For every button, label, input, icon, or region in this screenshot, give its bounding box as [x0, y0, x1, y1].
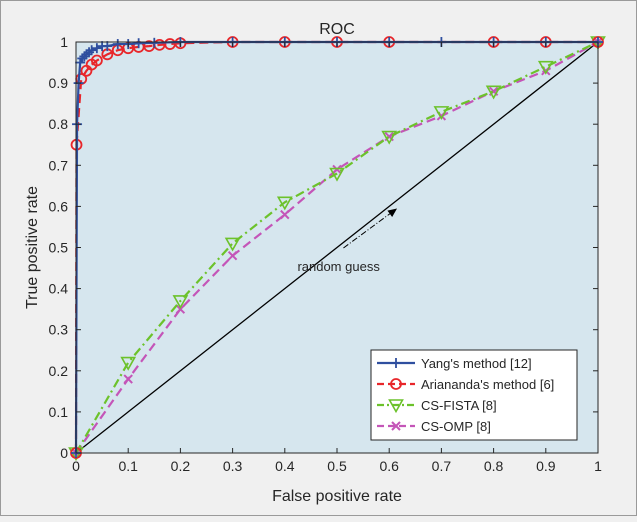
series-line	[75, 41, 599, 454]
legend-entry: CS-OMP [8]	[377, 419, 491, 434]
x-tick-label: 0	[72, 458, 80, 474]
x-tick-label: 0.9	[536, 458, 556, 474]
data-point	[90, 54, 103, 67]
data-point	[280, 209, 290, 220]
data-point	[433, 106, 450, 120]
random-guess-line	[75, 41, 599, 454]
y-tick-label: 0.2	[49, 363, 69, 379]
legend-label: Ariananda's method [6]	[421, 377, 554, 392]
y-axis: 0 0.1 0.2 0.3 0.4 0.5 0.6 0.7 0.8 0.9 1	[49, 34, 598, 461]
data-point	[91, 43, 102, 54]
legend-entry: Yang's method [12]	[377, 356, 532, 371]
data-point	[172, 295, 189, 310]
data-point	[537, 60, 554, 75]
x-axis: 0 0.1 0.2 0.3 0.4 0.5 0.6 0.7 0.8 0.9 1	[72, 42, 602, 474]
legend: Yang's method [12] Ariananda's method [6]…	[370, 349, 578, 441]
data-point	[224, 237, 241, 252]
data-point	[149, 37, 160, 48]
y-tick-label: 0.5	[49, 240, 69, 256]
random-guess-annotation: random guess	[297, 259, 380, 274]
x-tick-label: 0.4	[275, 458, 295, 474]
data-point	[102, 41, 113, 52]
legend-marker	[388, 399, 404, 414]
y-tick-label: 0	[60, 445, 68, 461]
legend-entry: CS-FISTA [8]	[377, 398, 497, 414]
x-tick-label: 1	[594, 458, 602, 474]
legend-marker	[391, 358, 401, 368]
y-tick-label: 1	[60, 34, 68, 50]
data-point	[329, 167, 345, 182]
data-point	[112, 39, 123, 50]
data-point	[86, 45, 97, 56]
y-tick-label: 0.7	[49, 157, 69, 173]
annotation-layer: random guess	[297, 208, 398, 274]
data-point	[485, 85, 502, 100]
legend-label: CS-OMP [8]	[421, 419, 491, 434]
reference-line-layer	[75, 41, 599, 454]
legend-label: Yang's method [12]	[421, 356, 532, 371]
x-tick-label: 0.3	[223, 458, 243, 474]
series-line	[75, 41, 599, 454]
x-tick-label: 0.5	[327, 458, 347, 474]
y-tick-label: 0.9	[49, 75, 69, 91]
random-guess-arrow	[343, 213, 391, 249]
data-point	[227, 251, 238, 261]
y-tick-label: 0.8	[49, 116, 69, 132]
data-point	[381, 130, 398, 145]
x-tick-label: 0.2	[171, 458, 191, 474]
data-point	[120, 356, 137, 371]
legend-marker	[390, 378, 402, 390]
data-point	[133, 38, 144, 49]
data-point	[175, 304, 186, 314]
legend-marker	[391, 421, 401, 431]
chart-title: ROC	[319, 21, 355, 38]
data-point	[332, 164, 342, 175]
legend-entry: Ariananda's method [6]	[377, 377, 554, 392]
x-tick-label: 0.6	[379, 458, 399, 474]
data-point	[123, 374, 133, 384]
legend-label: CS-FISTA [8]	[421, 398, 497, 413]
y-tick-label: 0.4	[49, 281, 69, 297]
y-tick-label: 0.1	[49, 404, 69, 420]
data-point	[276, 196, 293, 211]
x-axis-label: False positive rate	[272, 488, 402, 505]
y-tick-label: 0.3	[49, 322, 69, 338]
y-axis-label: True positive rate	[24, 186, 41, 309]
random-guess-arrowhead	[387, 208, 398, 218]
x-tick-label: 0.7	[432, 458, 452, 474]
x-tick-label: 0.1	[118, 458, 138, 474]
y-tick-label: 0.6	[49, 198, 69, 214]
x-tick-label: 0.8	[484, 458, 504, 474]
